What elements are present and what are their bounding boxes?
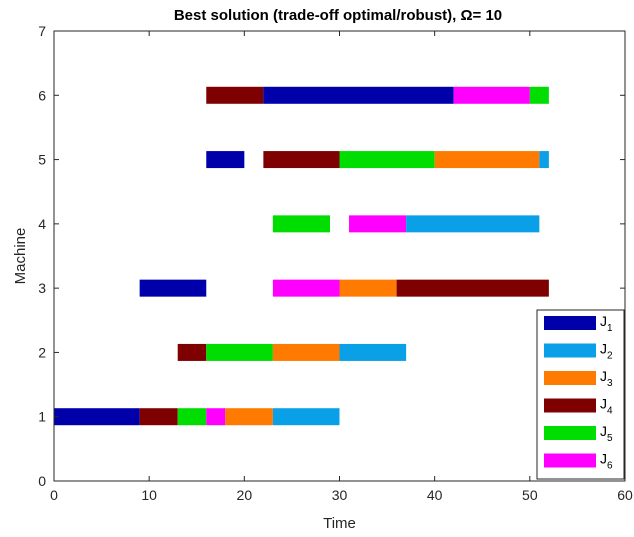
x-tick-label-60: 60 (617, 487, 633, 503)
y-tick-label-5: 5 (38, 152, 46, 168)
x-tick-label-0: 0 (50, 487, 58, 503)
x-tick-label-10: 10 (141, 487, 157, 503)
bar-m2-j3-8 (272, 343, 340, 361)
bar-m1-j5-2 (177, 408, 207, 426)
legend-swatch-j5 (544, 426, 596, 440)
bar-m3-j1-10 (139, 279, 207, 297)
legend-swatch-j3 (544, 371, 596, 385)
y-tick-label-6: 6 (38, 87, 46, 103)
bar-m5-j2-21 (539, 151, 549, 169)
y-tick-label-3: 3 (38, 280, 46, 296)
x-tick-label-30: 30 (332, 487, 348, 503)
bar-m4-j6-15 (349, 215, 407, 233)
bar-m5-j1-17 (206, 151, 245, 169)
bar-m5-j3-20 (434, 151, 540, 169)
bar-m4-j2-16 (406, 215, 540, 233)
bar-m6-j1-23 (263, 86, 454, 104)
bar-m5-j4-18 (263, 151, 340, 169)
bar-m3-j6-11 (272, 279, 340, 297)
bar-m1-j6-3 (206, 408, 226, 426)
bar-m2-j2-9 (339, 343, 407, 361)
bar-m2-j4-6 (177, 343, 207, 361)
bar-m1-j1-0 (54, 408, 140, 426)
bars-group (54, 86, 549, 426)
legend-swatch-j6 (544, 453, 596, 468)
y-tick-label-4: 4 (38, 216, 46, 232)
bar-m4-j5-14 (272, 215, 330, 233)
bar-m3-j4-13 (396, 279, 549, 297)
legend-swatch-j1 (544, 316, 596, 330)
legend-swatch-j2 (544, 343, 596, 358)
ticks-group: 0 10 20 30 40 50 60 0 1 2 3 4 5 6 7 (38, 23, 633, 503)
legend-swatch-j4 (544, 398, 596, 413)
bar-m6-j4-22 (206, 86, 264, 104)
bar-m1-j2-5 (272, 408, 340, 426)
bar-m1-j3-4 (225, 408, 273, 426)
y-tick-label-2: 2 (38, 344, 46, 360)
bar-m6-j5-25 (529, 86, 549, 104)
chart-title: Best solution (trade-off optimal/robust)… (174, 7, 502, 24)
x-tick-label-20: 20 (237, 487, 253, 503)
x-tick-label-40: 40 (427, 487, 443, 503)
bar-m3-j3-12 (339, 279, 397, 297)
y-tick-label-7: 7 (38, 23, 46, 39)
y-tick-label-0: 0 (38, 473, 46, 489)
bar-m2-j5-7 (206, 343, 273, 361)
y-tick-label-1: 1 (38, 409, 46, 425)
x-tick-label-50: 50 (522, 487, 538, 503)
x-axis-label: Time (323, 515, 356, 532)
bar-m6-j6-24 (453, 86, 530, 104)
bar-m1-j4-1 (139, 408, 178, 426)
bar-m5-j5-19 (339, 151, 435, 169)
y-axis-label: Machine (12, 228, 29, 285)
legend-box (536, 309, 625, 480)
